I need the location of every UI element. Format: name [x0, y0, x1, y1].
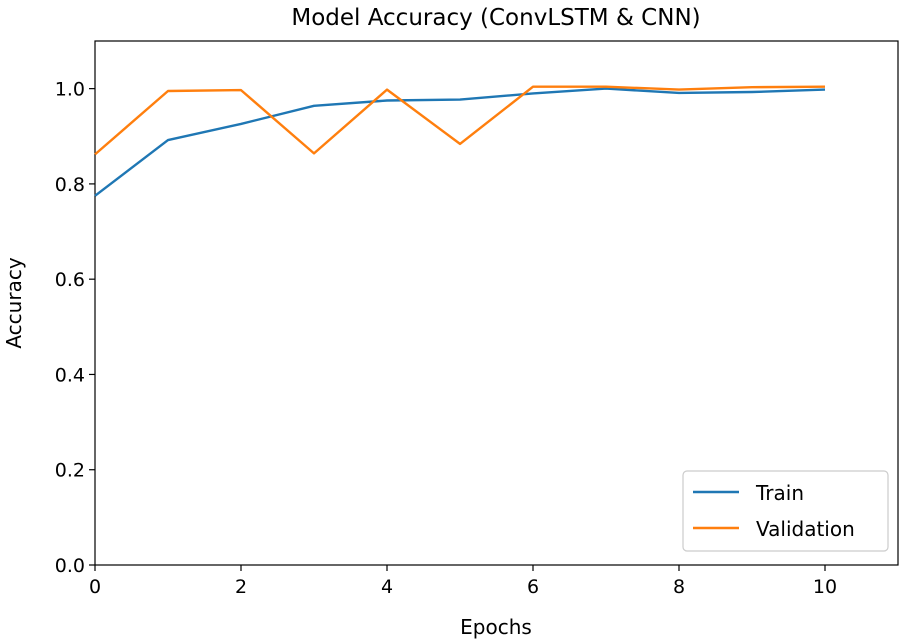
- series-line-validation: [94, 85, 826, 156]
- series-lines: [94, 85, 826, 197]
- x-tick-label: 4: [381, 576, 393, 598]
- y-tick-label: 0.8: [55, 174, 85, 196]
- series-line-train: [94, 87, 826, 197]
- y-axis-label: Accuracy: [2, 257, 26, 348]
- legend: Train Validation: [682, 470, 889, 552]
- x-tick-label: 0: [89, 576, 101, 598]
- x-axis-label: Epochs: [460, 615, 532, 639]
- x-tick-label: 6: [527, 576, 539, 598]
- y-axis: 0.0 0.2 0.4 0.6 0.8 1.0: [55, 79, 95, 577]
- y-tick-label: 0.2: [55, 460, 85, 482]
- y-tick-label: 1.0: [55, 79, 85, 101]
- legend-validation-label: Validation: [756, 517, 855, 541]
- x-axis: 0 2 4 6 8 10: [89, 565, 837, 598]
- x-tick-label: 2: [235, 576, 247, 598]
- y-tick-label: 0.6: [55, 269, 85, 291]
- legend-train-label: Train: [755, 481, 804, 505]
- x-tick-label: 8: [673, 576, 685, 598]
- y-tick-label: 0.4: [55, 364, 85, 386]
- x-tick-label: 10: [813, 576, 837, 598]
- chart-title: Model Accuracy (ConvLSTM & CNN): [291, 5, 700, 31]
- y-tick-label: 0.0: [55, 555, 85, 577]
